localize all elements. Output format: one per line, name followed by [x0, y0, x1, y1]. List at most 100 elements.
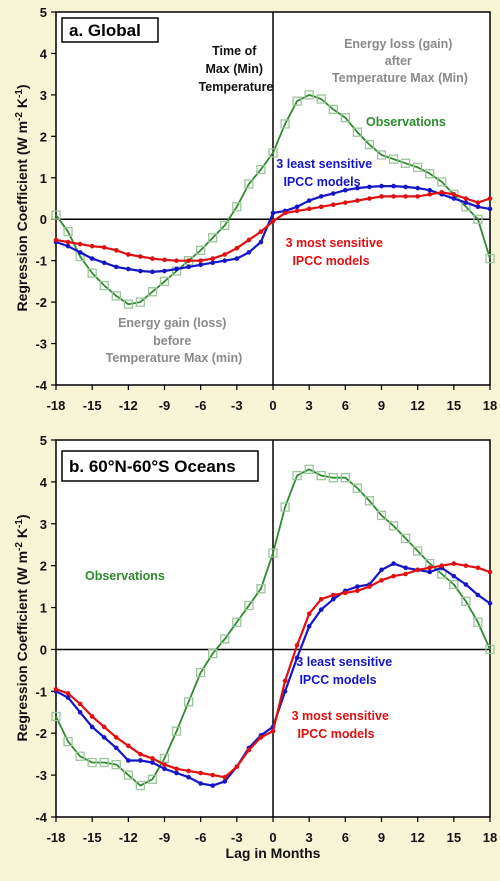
- data-point-observations: [268, 548, 278, 558]
- data-point-observations: [400, 533, 411, 544]
- data-point-least: [415, 185, 420, 191]
- x-tick-label: 15: [447, 830, 461, 845]
- data-point-least: [330, 191, 336, 196]
- data-point-most: [174, 258, 179, 263]
- data-point-observations: [220, 634, 230, 644]
- data-point-most: [186, 258, 191, 263]
- data-point-observations: [196, 245, 206, 255]
- data-point-least: [186, 264, 191, 270]
- data-point-least: [294, 204, 300, 210]
- data-point-observations: [123, 299, 133, 309]
- data-point-most: [53, 686, 59, 692]
- data-point-observations: [135, 780, 146, 791]
- data-point-observations: [280, 502, 290, 512]
- data-point-least: [391, 183, 396, 189]
- data-point-most: [451, 192, 457, 197]
- data-point-most: [101, 724, 107, 730]
- data-point-observations: [135, 297, 146, 307]
- series-line-observations: [55, 94, 491, 306]
- data-point-most: [150, 256, 155, 261]
- data-point-observations: [147, 774, 158, 784]
- data-point-observations: [99, 280, 109, 291]
- data-point-least: [258, 239, 264, 245]
- data-point-observations: [413, 162, 423, 173]
- data-point-observations: [425, 168, 435, 179]
- observations-label-a: Observations: [366, 115, 446, 129]
- data-point-most: [174, 766, 179, 772]
- data-point-least: [162, 766, 167, 772]
- data-point-most: [246, 747, 252, 753]
- data-point-observations: [316, 470, 326, 481]
- data-point-observations: [292, 96, 302, 106]
- data-point-least: [355, 185, 360, 191]
- data-point-observations: [473, 617, 483, 627]
- data-point-most: [162, 257, 167, 263]
- data-point-most: [270, 728, 276, 734]
- data-point-observations: [388, 154, 399, 164]
- x-tick-label: 6: [342, 830, 349, 845]
- panel-b-title-box: [61, 450, 259, 482]
- data-point-most: [403, 571, 408, 577]
- data-point-least: [391, 561, 396, 566]
- data-point-least: [427, 187, 433, 193]
- data-point-least: [270, 210, 276, 216]
- data-point-observations: [208, 648, 218, 659]
- data-point-observations: [99, 757, 109, 768]
- y-tick-label: -1: [35, 684, 47, 699]
- y-tick-label: -3: [35, 337, 47, 352]
- data-point-observations: [485, 644, 495, 655]
- data-point-most: [330, 592, 336, 598]
- data-point-observations: [51, 711, 61, 722]
- data-point-most: [403, 194, 408, 199]
- y-tick-label: -1: [35, 254, 47, 269]
- data-point-least: [234, 256, 240, 261]
- data-point-observations: [63, 227, 73, 237]
- data-point-observations: [87, 757, 97, 768]
- data-point-least: [186, 774, 191, 780]
- data-point-least: [101, 260, 107, 266]
- data-point-most: [415, 194, 420, 199]
- data-point-least: [77, 250, 83, 255]
- data-point-least: [126, 266, 131, 272]
- data-point-least: [222, 258, 228, 263]
- data-point-most: [379, 194, 384, 199]
- data-point-observations: [256, 164, 266, 175]
- y-tick-label: 4: [40, 475, 48, 490]
- x-tick-label: 0: [269, 830, 276, 845]
- x-tick-label: 6: [342, 398, 349, 413]
- data-point-least: [318, 607, 324, 612]
- data-point-most: [282, 210, 288, 216]
- data-point-least: [126, 758, 131, 763]
- most-sensitive-label-b: 3 most sensitive IPCC models: [292, 709, 393, 741]
- data-point-most: [162, 762, 167, 767]
- data-point-least: [162, 268, 167, 274]
- data-point-observations: [437, 177, 447, 187]
- y-tick-label: -4: [35, 810, 47, 825]
- data-point-most: [427, 192, 433, 197]
- data-point-most: [415, 567, 420, 573]
- data-point-observations: [220, 220, 230, 231]
- panel-a-title: a. Global: [69, 21, 141, 40]
- y-tick-label: 5: [40, 5, 47, 20]
- data-point-most: [306, 206, 312, 212]
- data-point-least: [222, 779, 228, 784]
- y-axis-label-a: Regression Coefficient (W m-2 K-1): [14, 84, 30, 311]
- data-point-least: [487, 206, 493, 212]
- data-point-observations: [352, 127, 363, 137]
- data-point-most: [439, 563, 445, 568]
- data-point-most: [258, 735, 264, 740]
- data-point-most: [138, 254, 143, 259]
- data-point-least: [210, 783, 216, 788]
- data-point-observations: [232, 617, 242, 627]
- data-point-least: [89, 724, 95, 730]
- y-tick-label: 5: [40, 433, 47, 448]
- y-tick-label: 0: [40, 642, 47, 657]
- data-point-observations: [304, 464, 314, 474]
- x-tick-label: -9: [159, 398, 171, 413]
- data-point-observations: [352, 483, 363, 493]
- x-tick-label: -6: [195, 398, 207, 413]
- y-axis-label-b: Regression Coefficient (W m-2 K-1): [14, 514, 30, 741]
- data-point-least: [403, 184, 408, 190]
- data-point-most: [126, 252, 131, 257]
